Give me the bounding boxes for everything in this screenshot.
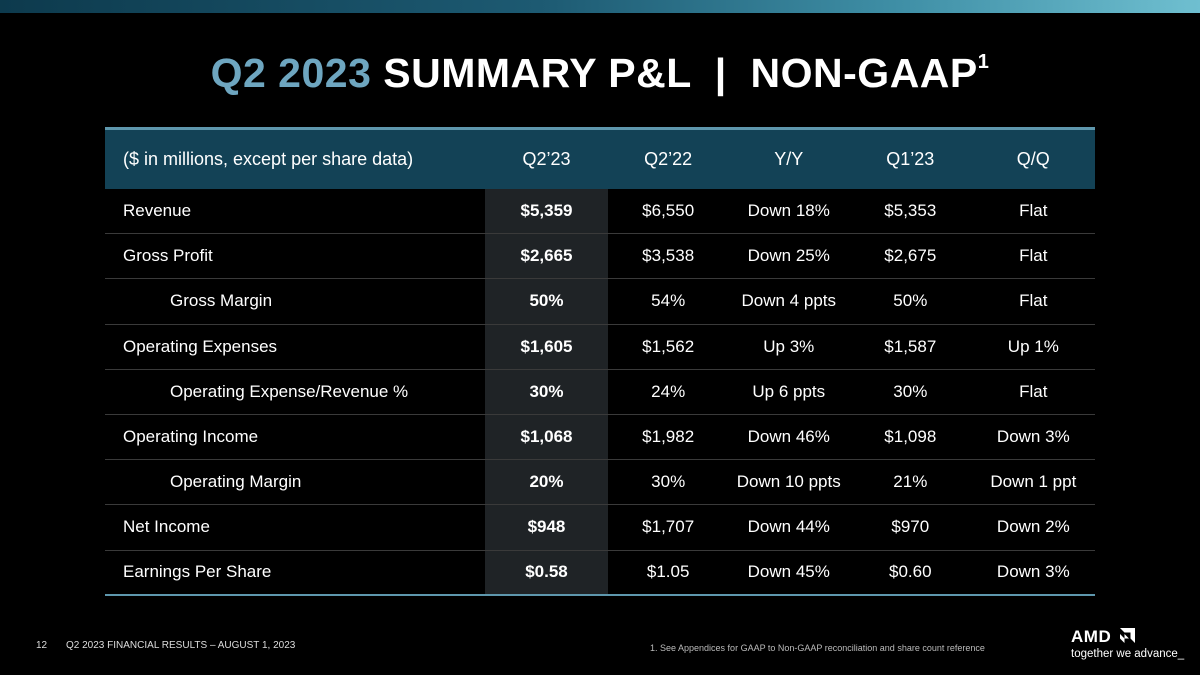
row-label: Gross Profit	[105, 233, 486, 280]
title-footnote-marker: 1	[977, 51, 990, 74]
table-cell: Down 3%	[971, 414, 1095, 461]
table-row: Revenue $5,359 $6,550 Down 18% $5,353 Flat	[105, 188, 1095, 235]
table-row: Gross Profit $2,665 $3,538 Down 25% $2,675 Fl…	[105, 233, 1095, 280]
row-label: Operating Expense/Revenue %	[105, 369, 486, 415]
row-label: Gross Margin	[105, 278, 486, 325]
table-cell: 50%	[848, 278, 972, 325]
header-q1-23: Q1’23	[886, 148, 935, 169]
table-row: Operating Margin 20% 30% Down 10 ppts 21% Dow…	[105, 459, 1095, 506]
header-q2-23: Q2’23	[522, 148, 571, 169]
pl-table: ($ in millions, except per share data) Q…	[105, 127, 1095, 597]
table-cell: $1,982	[607, 414, 729, 461]
table-row: Operating Income $1,068 $1,982 Down 46% $1,0…	[105, 414, 1095, 461]
amd-arrow-icon	[1120, 628, 1135, 643]
table-cell: 21%	[848, 459, 972, 506]
table-cell: $1,587	[848, 324, 972, 370]
table-cell: $948	[485, 504, 608, 551]
table-cell: Up 1%	[971, 324, 1095, 370]
header-yoy: Y/Y	[774, 148, 804, 169]
table-cell: $2,665	[485, 233, 608, 280]
table-cell: 30%	[848, 369, 972, 415]
table-cell: $2,675	[848, 233, 972, 280]
table-cell: $0.58	[485, 550, 608, 597]
table-cell: $5,353	[848, 188, 972, 235]
table-body: Revenue $5,359 $6,550 Down 18% $5,353 Flat Gro…	[105, 188, 1095, 597]
table-cell: 24%	[607, 369, 729, 415]
table-cell: Down 1 ppt	[971, 459, 1095, 506]
table-cell: $970	[848, 504, 972, 551]
table-cell: $6,550	[607, 188, 729, 235]
title-main: SUMMARY P&L | NON-GAAP	[383, 50, 978, 96]
table-cell: $1,098	[848, 414, 972, 461]
table-cell: 50%	[485, 278, 608, 325]
row-label: Net Income	[105, 504, 486, 551]
table-cell: 54%	[607, 278, 729, 325]
slide-title: Q2 2023 SUMMARY P&L | NON-GAAP1	[0, 50, 1200, 97]
table-cell: $1,562	[607, 324, 729, 370]
table-cell: Down 44%	[728, 504, 849, 551]
table-cell: 30%	[485, 369, 608, 415]
row-label: Operating Income	[105, 414, 486, 461]
table-cell: $1,068	[485, 414, 608, 461]
table-row: Earnings Per Share $0.58 $1.05 Down 45% $0.6…	[105, 550, 1095, 597]
table-cell: Down 18%	[728, 188, 849, 235]
logo-wordmark: AMD	[1071, 627, 1112, 646]
row-label: Earnings Per Share	[105, 550, 486, 597]
table-cell: 20%	[485, 459, 608, 506]
table-cell: Flat	[971, 233, 1095, 280]
table-header-row: ($ in millions, except per share data) Q…	[105, 128, 1095, 189]
footnote: 1. See Appendices for GAAP to Non-GAAP r…	[650, 643, 985, 653]
amd-logo: AMD together we advance_	[1071, 627, 1187, 663]
top-gradient-bar	[0, 0, 1200, 13]
table-cell: Down 3%	[971, 550, 1095, 597]
table-cell: Down 4 ppts	[728, 278, 849, 325]
page-number: 12	[36, 640, 48, 651]
table-cell: $3,538	[607, 233, 729, 280]
footer-text: Q2 2023 FINANCIAL RESULTS – AUGUST 1, 20…	[66, 640, 296, 651]
row-label: Revenue	[105, 188, 486, 235]
table-cell: Flat	[971, 369, 1095, 415]
table-cell: 30%	[607, 459, 729, 506]
table-cell: Up 3%	[728, 324, 849, 370]
table-cell: Down 25%	[728, 233, 849, 280]
table-cell: Up 6 ppts	[728, 369, 849, 415]
table-row: Gross Margin 50% 54% Down 4 ppts 50% Flat	[105, 278, 1095, 325]
table-row: Operating Expense/Revenue % 30% 24% Up 6 pp…	[105, 369, 1095, 415]
table-cell: $1.05	[607, 550, 729, 597]
table-cell: Flat	[971, 278, 1095, 325]
table-cell: $5,359	[485, 188, 608, 235]
table-cell: Down 2%	[971, 504, 1095, 551]
header-q2-22: Q2’22	[644, 148, 693, 169]
table-row: Net Income $948 $1,707 Down 44% $970 Down 2%	[105, 504, 1095, 551]
title-accent: Q2 2023	[210, 50, 372, 96]
table-cell: Down 46%	[728, 414, 849, 461]
table-cell: $0.60	[848, 550, 972, 597]
table-cell: Down 45%	[728, 550, 849, 597]
table-cell: $1,605	[485, 324, 608, 370]
header-qoq: Q/Q	[1016, 148, 1050, 169]
table-row: Operating Expenses $1,605 $1,562 Up 3% $1,58…	[105, 324, 1095, 370]
row-label: Operating Margin	[105, 459, 486, 506]
table-cell: Down 10 ppts	[728, 459, 849, 506]
table-cell: $1,707	[607, 504, 729, 551]
header-label: ($ in millions, except per share data)	[123, 148, 414, 169]
logo-tagline: together we advance_	[1071, 648, 1185, 660]
table-cell: Flat	[971, 188, 1095, 235]
row-label: Operating Expenses	[105, 324, 486, 370]
